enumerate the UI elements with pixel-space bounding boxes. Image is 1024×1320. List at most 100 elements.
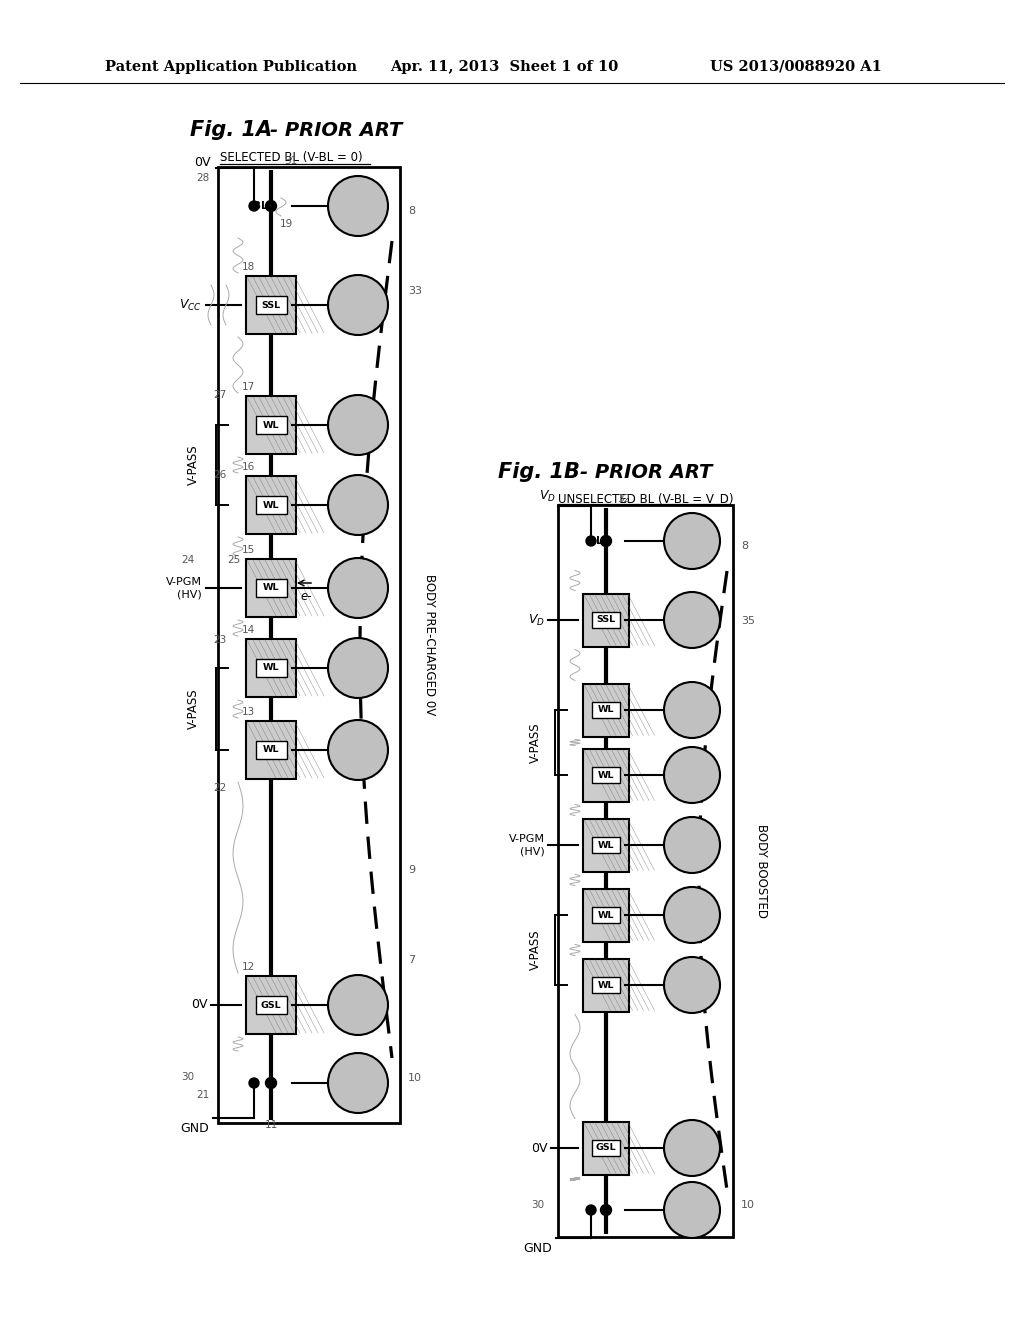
Bar: [246, 639, 296, 697]
Circle shape: [265, 1077, 276, 1089]
Text: V-PASS: V-PASS: [528, 722, 542, 763]
Text: 14: 14: [242, 624, 255, 635]
Bar: [583, 818, 629, 871]
Text: 19: 19: [280, 219, 293, 228]
Text: 10: 10: [741, 1200, 755, 1210]
Bar: [592, 1140, 621, 1156]
Text: 28: 28: [197, 173, 210, 183]
Bar: [246, 396, 296, 454]
Text: Fig. 1B: Fig. 1B: [498, 462, 580, 482]
Text: WL: WL: [598, 771, 614, 780]
Circle shape: [586, 1205, 596, 1214]
Bar: [592, 907, 621, 923]
Bar: [592, 612, 621, 628]
Text: V-PASS: V-PASS: [186, 689, 200, 730]
Circle shape: [664, 817, 720, 873]
Text: 27: 27: [213, 389, 226, 400]
Bar: [246, 975, 296, 1034]
Text: 21: 21: [197, 1090, 210, 1100]
Text: 9: 9: [408, 865, 415, 875]
Bar: [592, 767, 621, 783]
Circle shape: [328, 638, 388, 698]
Bar: [592, 837, 621, 853]
Text: 8: 8: [408, 206, 415, 216]
Text: 7: 7: [408, 954, 415, 965]
Text: BL: BL: [253, 201, 268, 211]
Text: 17: 17: [242, 381, 255, 392]
Text: 35: 35: [741, 616, 755, 626]
Bar: [256, 296, 287, 314]
Circle shape: [586, 536, 596, 546]
Text: 0V: 0V: [531, 1142, 548, 1155]
Text: Apr. 11, 2013  Sheet 1 of 10: Apr. 11, 2013 Sheet 1 of 10: [390, 59, 618, 74]
Text: V-PGM
(HV): V-PGM (HV): [509, 834, 545, 857]
Circle shape: [600, 1204, 611, 1216]
Text: 30: 30: [531, 1200, 545, 1210]
Text: WL: WL: [598, 841, 614, 850]
Text: 31: 31: [285, 156, 298, 166]
Bar: [246, 477, 296, 535]
Text: SSL: SSL: [261, 301, 281, 309]
Circle shape: [664, 887, 720, 942]
Text: GSL: GSL: [261, 1001, 282, 1010]
Text: 30: 30: [181, 1072, 195, 1082]
Circle shape: [249, 1078, 259, 1088]
Circle shape: [249, 201, 259, 211]
Circle shape: [664, 747, 720, 803]
Text: SELECTED BL (V-BL = 0): SELECTED BL (V-BL = 0): [220, 152, 362, 165]
Bar: [246, 558, 296, 616]
Text: 24: 24: [181, 554, 195, 565]
Bar: [246, 276, 296, 334]
Text: V-PASS: V-PASS: [528, 929, 542, 970]
Text: 12: 12: [242, 962, 255, 972]
Text: UNSELECTED BL (V-BL = V_D): UNSELECTED BL (V-BL = V_D): [558, 492, 733, 506]
Circle shape: [328, 1053, 388, 1113]
Bar: [583, 958, 629, 1011]
Text: 0V: 0V: [191, 998, 208, 1011]
Text: 33: 33: [408, 286, 422, 296]
Circle shape: [328, 975, 388, 1035]
Bar: [592, 702, 621, 718]
Text: Patent Application Publication: Patent Application Publication: [105, 59, 357, 74]
Circle shape: [664, 682, 720, 738]
Text: $V_{CC}$: $V_{CC}$: [179, 297, 202, 313]
Text: WL: WL: [263, 664, 280, 672]
Bar: [592, 977, 621, 993]
Bar: [583, 888, 629, 941]
Text: WL: WL: [263, 583, 280, 593]
Bar: [256, 416, 287, 434]
Circle shape: [328, 395, 388, 455]
Circle shape: [265, 201, 276, 211]
Circle shape: [328, 176, 388, 236]
Bar: [256, 579, 287, 597]
Circle shape: [664, 1119, 720, 1176]
Text: WL: WL: [598, 981, 614, 990]
Text: - PRIOR ART: - PRIOR ART: [270, 120, 402, 140]
Text: 10: 10: [408, 1073, 422, 1082]
Text: $V_D$: $V_D$: [540, 488, 556, 503]
Text: $V_D$: $V_D$: [528, 612, 545, 627]
Text: 25: 25: [227, 554, 241, 565]
Text: - PRIOR ART: - PRIOR ART: [580, 462, 713, 482]
Text: SSL: SSL: [596, 615, 615, 624]
Text: 22: 22: [213, 783, 226, 793]
Bar: [583, 594, 629, 647]
Bar: [558, 506, 733, 1237]
Text: WL: WL: [598, 911, 614, 920]
Circle shape: [664, 1181, 720, 1238]
Text: e-: e-: [300, 590, 311, 602]
Circle shape: [600, 536, 611, 546]
Circle shape: [664, 957, 720, 1012]
Text: V-PGM
(HV): V-PGM (HV): [166, 577, 202, 599]
Text: 26: 26: [213, 470, 226, 480]
Text: V-PASS: V-PASS: [186, 445, 200, 486]
Text: WL: WL: [263, 746, 280, 755]
Text: 11: 11: [264, 1119, 278, 1130]
Text: WL: WL: [263, 421, 280, 429]
Text: BODY BOOSTED: BODY BOOSTED: [755, 824, 768, 917]
Circle shape: [328, 719, 388, 780]
Bar: [246, 721, 296, 779]
Text: GSL: GSL: [596, 1143, 616, 1152]
Text: WL: WL: [598, 705, 614, 714]
Text: BL: BL: [589, 536, 603, 546]
